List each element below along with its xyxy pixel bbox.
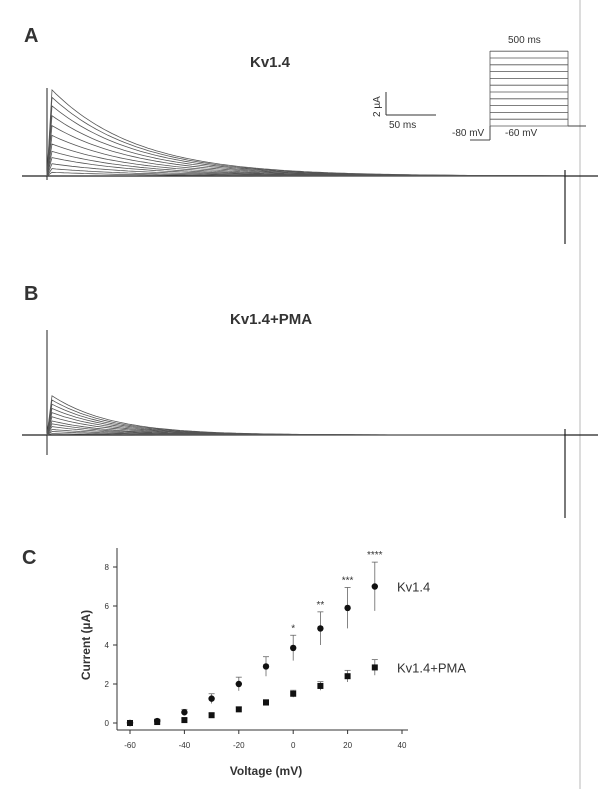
panel-a-letter: A: [24, 25, 38, 47]
series-kv14-pma: Kv1.4+PMA: [127, 659, 466, 726]
x-tick-label: -60: [124, 741, 136, 750]
data-point-kv14-pma: [154, 719, 161, 726]
a-traces: [22, 88, 598, 244]
data-point-kv14-pma: [263, 699, 269, 706]
significance-marker: ****: [367, 550, 383, 561]
x-axis-title: Voltage (mV): [230, 764, 302, 778]
y-tick-label: 6: [105, 602, 110, 611]
scale-bar: 2 µA 50 ms: [372, 92, 436, 131]
significance-marker: **: [317, 600, 325, 611]
x-tick-label: -20: [233, 741, 245, 750]
panel-b-title: Kv1.4+PMA: [230, 311, 312, 328]
x-tick-label: -40: [179, 741, 191, 750]
panel-a-title: Kv1.4: [250, 54, 291, 71]
y-tick-label: 4: [105, 641, 110, 650]
protocol-holding-label: -80 mV: [452, 128, 485, 139]
scale-bar-time-label: 50 ms: [389, 120, 416, 131]
panel-a: A Kv1.4 2 µA 50 ms 500 ms -80 mV -60 mV: [22, 25, 598, 244]
data-point-kv14: [208, 695, 215, 702]
significance-marker: *: [291, 623, 295, 634]
significance-marker: ***: [342, 575, 354, 586]
voltage-protocol: 500 ms -80 mV -60 mV: [452, 35, 586, 141]
panel-c-letter: C: [22, 547, 36, 569]
data-point-kv14: [262, 663, 270, 670]
y-axis-title: Current (µA): [79, 610, 93, 680]
x-tick-label: 20: [343, 741, 352, 750]
data-point-kv14-pma: [208, 712, 215, 719]
b-traces: [22, 330, 598, 518]
y-tick-label: 8: [105, 563, 110, 572]
series-label: Kv1.4: [397, 580, 430, 595]
x-tick-label: 0: [291, 741, 296, 750]
data-point-kv14-pma: [371, 664, 378, 671]
protocol-start-label: -60 mV: [505, 128, 538, 139]
b-current-trace: [46, 395, 564, 436]
y-tick-label: 2: [105, 680, 110, 689]
panel-b: B Kv1.4+PMA: [22, 283, 598, 518]
data-point-kv14-pma: [181, 717, 188, 724]
data-point-kv14-pma: [235, 706, 242, 713]
data-point-kv14: [290, 644, 297, 652]
a-current-trace: [46, 88, 564, 177]
panel-b-letter: B: [24, 283, 38, 305]
data-point-kv14-pma: [317, 682, 324, 689]
data-point-kv14: [371, 583, 378, 590]
data-point-kv14-pma: [290, 690, 297, 697]
data-point-kv14: [344, 604, 351, 612]
data-point-kv14: [235, 680, 242, 688]
series-kv14: **********Kv1.4: [126, 550, 430, 727]
data-point-kv14-pma: [344, 673, 351, 680]
data-point-kv14: [181, 709, 188, 716]
y-tick-label: 0: [105, 719, 110, 728]
series-label: Kv1.4+PMA: [397, 660, 466, 675]
panel-c: C 0 2 4 6 8 -60 -40 -20 0 20 40 Voltage (mV) Current…: [22, 547, 466, 778]
scale-bar-current-label: 2 µA: [372, 96, 383, 117]
protocol-duration-label: 500 ms: [508, 35, 541, 46]
x-tick-label: 40: [398, 741, 407, 750]
data-point-kv14: [317, 625, 324, 632]
data-point-kv14-pma: [127, 720, 133, 726]
iv-chart: 0 2 4 6 8 -60 -40 -20 0 20 40 Voltage (mV) Current (…: [79, 548, 466, 778]
